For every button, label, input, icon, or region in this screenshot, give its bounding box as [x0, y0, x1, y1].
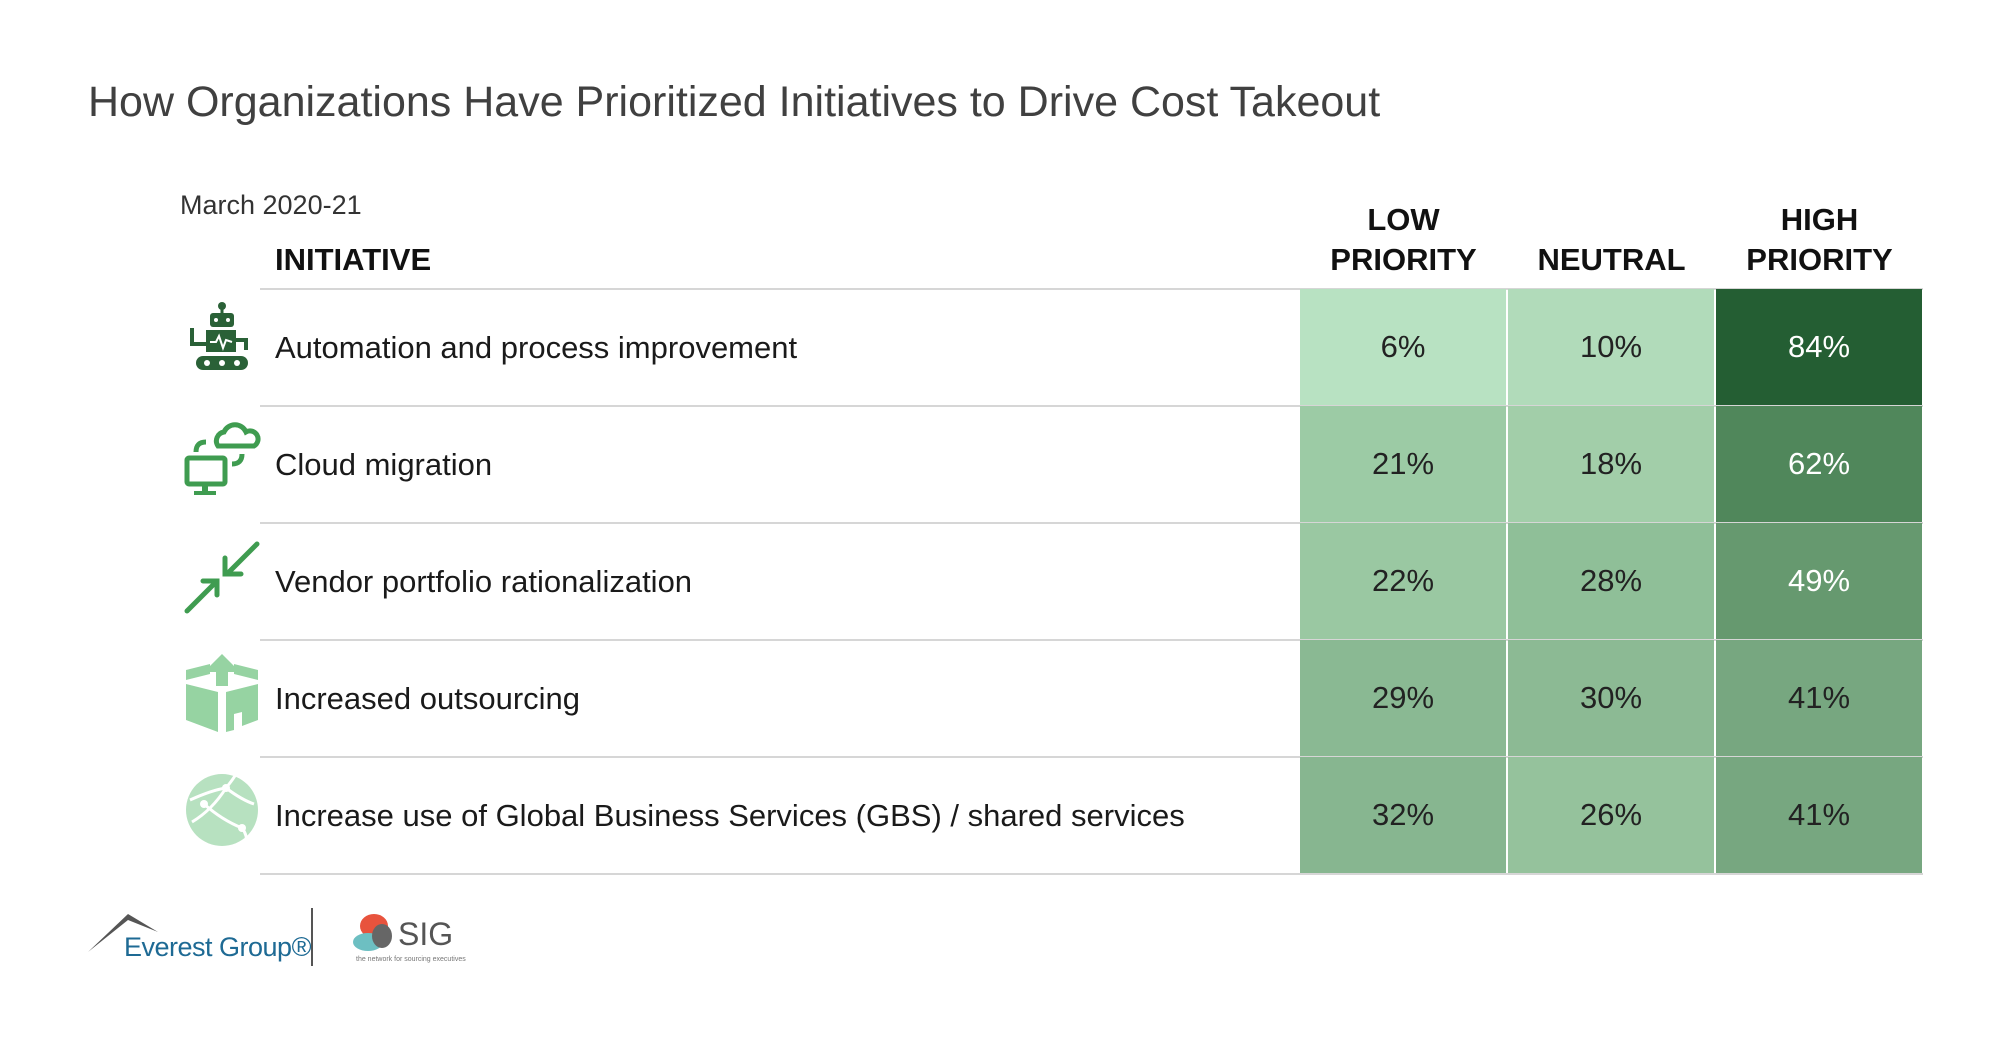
sig-logo: SIG the network for sourcing executives: [352, 912, 472, 966]
table-cell: 41%: [1716, 640, 1922, 756]
table-cell: 41%: [1716, 757, 1922, 873]
column-header-high-priority: HIGH PRIORITY: [1716, 200, 1923, 280]
header-line: LOW: [1367, 202, 1440, 237]
header-line: HIGH: [1780, 202, 1859, 237]
table-cell: 6%: [1300, 289, 1506, 405]
table-cell: 84%: [1716, 289, 1922, 405]
subtitle: March 2020-21: [180, 190, 362, 220]
row-label: Increased outsourcing: [275, 681, 581, 716]
robot-icon: [190, 302, 248, 370]
table-cell: 29%: [1300, 640, 1506, 756]
table-cell: 22%: [1300, 523, 1506, 639]
row-label: Vendor portfolio rationalization: [275, 564, 693, 599]
header-line: [1508, 200, 1715, 240]
row-divider: [260, 756, 1923, 758]
cloud-migration-icon: [184, 422, 261, 495]
table-cell: 49%: [1716, 523, 1922, 639]
row-divider: [260, 522, 1923, 524]
column-header-low-priority: LOW PRIORITY: [1300, 200, 1507, 280]
initiative-header: INITIATIVE: [275, 242, 432, 277]
logo-divider: [311, 908, 313, 966]
row-divider: [260, 873, 1923, 875]
row-divider: [260, 405, 1923, 407]
row-label: Automation and process improvement: [275, 330, 798, 365]
table-cell: 32%: [1300, 757, 1506, 873]
globe-network-icon: [186, 773, 258, 846]
table-cell: 62%: [1716, 406, 1922, 522]
sig-text: SIG: [398, 916, 454, 952]
table-cell: 28%: [1508, 523, 1714, 639]
header-line: PRIORITY: [1330, 242, 1477, 277]
arrows-inward-icon: [184, 541, 260, 614]
table-cell: 30%: [1508, 640, 1714, 756]
header-line: NEUTRAL: [1537, 242, 1686, 277]
row-divider: [260, 288, 1923, 290]
column-header-neutral: NEUTRAL: [1508, 200, 1715, 280]
mountain-icon: [88, 914, 158, 952]
table-cell: 21%: [1300, 406, 1506, 522]
table-cell: 18%: [1508, 406, 1714, 522]
row-divider: [260, 639, 1923, 641]
row-label: Cloud migration: [275, 447, 493, 482]
table-cell: 10%: [1508, 289, 1714, 405]
table-cell: 26%: [1508, 757, 1714, 873]
sig-knot-icon: [353, 914, 392, 951]
box-upload-icon: [186, 654, 258, 732]
everest-group-text: Everest Group®: [124, 932, 311, 962]
everest-group-logo: Everest Group®: [88, 912, 311, 962]
header-line: PRIORITY: [1746, 242, 1893, 277]
page-title: How Organizations Have Prioritized Initi…: [88, 78, 1381, 126]
sig-tagline: the network for sourcing executives: [356, 956, 466, 963]
row-label: Increase use of Global Business Services…: [275, 798, 1185, 833]
